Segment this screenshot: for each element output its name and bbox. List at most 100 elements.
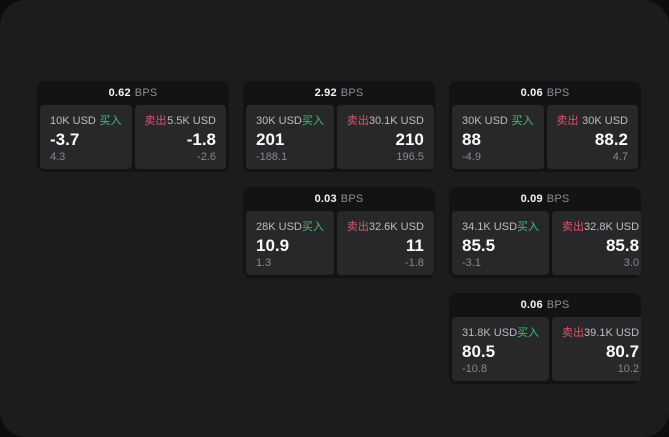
- card-body: 30K USD 买入 88 -4.9 卖出 30K USD 88.2 4.7: [449, 105, 641, 172]
- sell-top-row: 卖出 39.1K USD: [562, 324, 639, 340]
- sell-price: 80.7: [605, 342, 640, 361]
- buy-label: 买入: [301, 221, 324, 233]
- buy-amount: 10K USD: [50, 115, 96, 127]
- sell-top-row: 卖出 32.6K USD: [347, 218, 424, 234]
- sell-panel[interactable]: 卖出 30K USD 88.2 4.7: [546, 105, 638, 169]
- buy-panel[interactable]: 28K USD 买入 10.9 1.3: [246, 211, 334, 275]
- sell-label: 卖出: [144, 115, 167, 127]
- buy-top-row: 31.8K USD 买入: [462, 324, 539, 340]
- buy-top-row: 30K USD 买入: [462, 112, 534, 128]
- buy-change: 1.3: [256, 257, 272, 269]
- card-body: 30K USD 买入 201 -188.1 卖出 30.1K USD 210 1…: [243, 105, 435, 172]
- card-header: 2.92 BPS: [243, 81, 435, 105]
- buy-price: 80.5: [462, 342, 496, 361]
- buy-panel[interactable]: 30K USD 买入 201 -188.1: [246, 105, 334, 169]
- bps-value: 2.92: [314, 87, 337, 99]
- sell-panel[interactable]: 卖出 5.5K USD -1.8 -2.6: [134, 105, 226, 169]
- sell-panel[interactable]: 卖出 32.8K USD 85.8 3.0: [552, 211, 641, 275]
- buy-change: -3.1: [462, 257, 481, 269]
- sell-amount: 39.1K USD: [584, 327, 640, 339]
- quote-card: 0.62 BPS 10K USD 买入 -3.7 4.3 卖出 5.5K USD: [37, 81, 229, 172]
- sell-change: -1.8: [404, 257, 424, 269]
- bps-unit: BPS: [134, 87, 158, 99]
- sell-top-row: 卖出 32.8K USD: [562, 218, 639, 234]
- card-header: 0.03 BPS: [243, 187, 435, 211]
- bps-unit: BPS: [546, 87, 570, 99]
- buy-panel[interactable]: 10K USD 买入 -3.7 4.3: [40, 105, 132, 169]
- card-header: 0.06 BPS: [449, 81, 641, 105]
- sell-price: -1.8: [186, 130, 216, 149]
- sell-amount: 30.1K USD: [368, 115, 424, 127]
- sell-change: 4.7: [612, 151, 628, 163]
- card-header: 0.06 BPS: [449, 293, 641, 317]
- bps-unit: BPS: [340, 193, 364, 205]
- buy-top-row: 10K USD 买入: [50, 112, 122, 128]
- quote-card: 0.06 BPS 30K USD 买入 88 -4.9 卖出 30K USD: [449, 81, 641, 172]
- buy-change: -4.9: [462, 151, 481, 163]
- buy-change: -10.8: [462, 363, 488, 375]
- buy-amount: 34.1K USD: [462, 221, 518, 233]
- card-body: 10K USD 买入 -3.7 4.3 卖出 5.5K USD -1.8 -2.…: [37, 105, 229, 172]
- buy-price: 85.5: [462, 236, 496, 255]
- sell-top-row: 卖出 30.1K USD: [347, 112, 424, 128]
- quote-card-grid: 0.62 BPS 10K USD 买入 -3.7 4.3 卖出 5.5K USD: [37, 81, 641, 384]
- bps-value: 0.06: [520, 87, 543, 99]
- sell-top-row: 卖出 30K USD: [557, 112, 629, 128]
- buy-amount: 30K USD: [462, 115, 508, 127]
- buy-price: 201: [256, 130, 285, 149]
- card-body: 31.8K USD 买入 80.5 -10.8 卖出 39.1K USD 80.…: [449, 317, 641, 384]
- sell-price: 88.2: [594, 130, 628, 149]
- buy-label: 买入: [517, 327, 540, 339]
- buy-price: 88: [462, 130, 481, 149]
- sell-price: 210: [395, 130, 424, 149]
- sell-amount: 5.5K USD: [167, 115, 216, 127]
- sell-label: 卖出: [346, 221, 369, 233]
- buy-label: 买入: [99, 115, 122, 127]
- bps-value: 0.06: [520, 299, 543, 311]
- bps-unit: BPS: [546, 193, 570, 205]
- buy-top-row: 28K USD 买入: [256, 218, 324, 234]
- sell-label: 卖出: [346, 115, 369, 127]
- buy-amount: 31.8K USD: [462, 327, 518, 339]
- sell-label: 卖出: [562, 327, 585, 339]
- buy-label: 买入: [511, 115, 534, 127]
- quote-card: 0.06 BPS 31.8K USD 买入 80.5 -10.8 卖出 39.1…: [449, 293, 641, 384]
- buy-change: -188.1: [256, 151, 288, 163]
- sell-panel[interactable]: 卖出 32.6K USD 11 -1.8: [336, 211, 434, 275]
- sell-change: 196.5: [396, 151, 424, 163]
- buy-panel[interactable]: 34.1K USD 买入 85.5 -3.1: [452, 211, 550, 275]
- quote-card: 0.09 BPS 34.1K USD 买入 85.5 -3.1 卖出 32.8K…: [449, 187, 641, 278]
- buy-amount: 30K USD: [256, 115, 302, 127]
- bps-unit: BPS: [546, 299, 570, 311]
- buy-amount: 28K USD: [256, 221, 302, 233]
- quote-card: 0.03 BPS 28K USD 买入 10.9 1.3 卖出 32.6K US…: [243, 187, 435, 278]
- sell-change: 3.0: [623, 257, 640, 269]
- sell-price: 85.8: [605, 236, 640, 255]
- sell-top-row: 卖出 5.5K USD: [145, 112, 217, 128]
- sell-price: 11: [405, 236, 424, 255]
- buy-top-row: 30K USD 买入: [256, 112, 324, 128]
- buy-label: 买入: [517, 221, 540, 233]
- sell-label: 卖出: [562, 221, 585, 233]
- sell-amount: 32.8K USD: [584, 221, 640, 233]
- sell-amount: 30K USD: [582, 115, 628, 127]
- buy-label: 买入: [301, 115, 324, 127]
- sell-change: 10.2: [617, 363, 640, 375]
- bps-value: 0.62: [108, 87, 131, 99]
- card-header: 0.09 BPS: [449, 187, 641, 211]
- buy-panel[interactable]: 31.8K USD 买入 80.5 -10.8: [452, 317, 550, 381]
- card-body: 34.1K USD 买入 85.5 -3.1 卖出 32.8K USD 85.8…: [449, 211, 641, 278]
- buy-top-row: 34.1K USD 买入: [462, 218, 539, 234]
- card-header: 0.62 BPS: [37, 81, 229, 105]
- sell-panel[interactable]: 卖出 30.1K USD 210 196.5: [336, 105, 434, 169]
- buy-price: -3.7: [50, 130, 80, 149]
- quote-card: 2.92 BPS 30K USD 买入 201 -188.1 卖出 30.1K …: [243, 81, 435, 172]
- sell-change: -2.6: [197, 151, 216, 163]
- buy-panel[interactable]: 30K USD 买入 88 -4.9: [452, 105, 544, 169]
- bps-value: 0.09: [520, 193, 543, 205]
- sell-amount: 32.6K USD: [368, 221, 424, 233]
- sell-panel[interactable]: 卖出 39.1K USD 80.7 10.2: [552, 317, 641, 381]
- card-body: 28K USD 买入 10.9 1.3 卖出 32.6K USD 11 -1.8: [243, 211, 435, 278]
- bps-value: 0.03: [314, 193, 337, 205]
- buy-price: 10.9: [256, 236, 290, 255]
